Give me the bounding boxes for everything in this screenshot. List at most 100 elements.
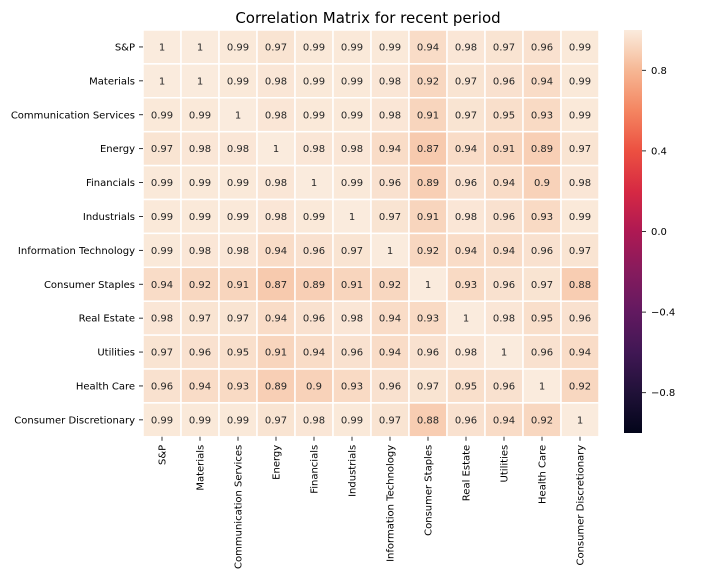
- cell-value-label: 0.96: [569, 314, 591, 325]
- cell-value-label: 0.99: [569, 42, 591, 53]
- cell-value-label: 1: [273, 144, 279, 155]
- heatmap-cell: [332, 198, 372, 235]
- cell-value-label: 0.98: [227, 144, 249, 155]
- cell-value-label: 0.96: [493, 381, 515, 392]
- heatmap-cell: [294, 97, 334, 133]
- heatmap-cell: [218, 232, 258, 269]
- heatmap-cell: [560, 130, 600, 167]
- heatmap-cell: [560, 198, 600, 235]
- cell-value-label: 0.94: [493, 415, 515, 426]
- heatmap-cell: [484, 402, 524, 438]
- cell-value-label: 0.97: [227, 314, 249, 325]
- cell-value-label: 0.95: [455, 381, 477, 392]
- cell-value-label: 0.99: [189, 415, 211, 426]
- x-tick-label: Real Estate: [462, 445, 473, 501]
- cell-value-label: 0.99: [341, 415, 363, 426]
- cell-value-label: 0.99: [151, 212, 173, 223]
- heatmap-cell: [218, 164, 258, 201]
- cell-value-label: 0.99: [227, 212, 249, 223]
- heatmap-cell: [370, 368, 410, 404]
- cell-value-label: 0.93: [531, 110, 553, 121]
- cell-value-label: 0.96: [303, 246, 325, 257]
- cell-value-label: 0.94: [493, 246, 515, 257]
- colorbar: 0.8 0.4 0.0 −0.4 −0.8: [624, 30, 675, 433]
- cell-value-label: 0.96: [455, 178, 477, 189]
- cell-value-label: 0.98: [303, 144, 325, 155]
- heatmap-cell: [180, 164, 220, 201]
- cell-value-label: 0.93: [341, 381, 363, 392]
- cell-value-label: 0.92: [569, 381, 591, 392]
- cell-value-label: 0.99: [341, 42, 363, 53]
- cell-value-label: 0.95: [493, 110, 515, 121]
- y-tick-label: Information Technology: [18, 246, 135, 257]
- cell-value-label: 0.97: [151, 348, 173, 359]
- cell-value-label: 0.99: [341, 178, 363, 189]
- heatmap-cell: [256, 198, 296, 235]
- cell-value-label: 0.99: [227, 415, 249, 426]
- cell-value-label: 0.91: [417, 110, 439, 121]
- cell-value-label: 0.99: [303, 76, 325, 87]
- heatmap-cell: [484, 130, 524, 167]
- cell-value-label: 0.94: [455, 246, 477, 257]
- heatmap-cell: [294, 164, 334, 201]
- heatmap-cell: [332, 164, 372, 201]
- cell-value-label: 0.97: [341, 246, 363, 257]
- cell-value-label: 1: [577, 415, 583, 426]
- heatmap-cell: [560, 63, 600, 99]
- cell-value-label: 0.99: [151, 178, 173, 189]
- cell-value-label: 0.96: [151, 381, 173, 392]
- heatmap-cell: [180, 300, 220, 336]
- x-tick-label: Consumer Staples: [424, 445, 435, 536]
- cell-value-label: 0.99: [569, 110, 591, 121]
- cell-value-label: 0.96: [379, 178, 401, 189]
- x-tick-label: Communication Services: [234, 445, 245, 569]
- heatmap-cell: [256, 63, 296, 99]
- cell-value-label: 0.91: [265, 348, 287, 359]
- cell-value-label: 1: [159, 42, 165, 53]
- heatmap-cell: [142, 266, 182, 302]
- cell-value-label: 0.94: [493, 178, 515, 189]
- cell-value-label: 1: [235, 110, 241, 121]
- cell-value-label: 0.99: [569, 76, 591, 87]
- heatmap-cell: [408, 300, 448, 336]
- heatmap-cell: [484, 232, 524, 269]
- cell-value-label: 0.98: [455, 212, 477, 223]
- colorbar-tick-label: −0.4: [651, 308, 675, 319]
- cell-value-label: 0.99: [189, 212, 211, 223]
- cell-value-label: 0.93: [455, 280, 477, 291]
- cell-value-label: 0.98: [569, 178, 591, 189]
- cell-value-label: 0.97: [569, 144, 591, 155]
- heatmap-cell: [408, 198, 448, 235]
- x-tick-label: Utilities: [500, 445, 511, 483]
- x-tick-label: Financials: [310, 445, 321, 494]
- cell-value-label: 0.9: [534, 178, 550, 189]
- cell-value-label: 0.98: [455, 348, 477, 359]
- heatmap-cell: [370, 232, 410, 269]
- x-axis-labels: S&P Materials Communication Services Energy…: [158, 436, 587, 569]
- cell-value-label: 0.95: [227, 348, 249, 359]
- cell-value-label: 0.96: [531, 246, 553, 257]
- cell-value-label: 0.87: [417, 144, 439, 155]
- cell-value-label: 0.96: [493, 280, 515, 291]
- x-tick-label: Industrials: [348, 445, 359, 497]
- heatmap-cell: [560, 97, 600, 133]
- heatmap-cell: [370, 198, 410, 235]
- cell-value-label: 0.94: [455, 144, 477, 155]
- cell-value-label: 0.96: [303, 314, 325, 325]
- cell-value-label: 0.87: [265, 280, 287, 291]
- heatmap-cell: [522, 164, 562, 201]
- cell-value-label: 0.99: [227, 42, 249, 53]
- heatmap-cell: [180, 334, 220, 370]
- heatmap-cell: [522, 63, 562, 99]
- y-tick-label: Health Care: [76, 381, 135, 392]
- heatmap-cell: [180, 368, 220, 404]
- cell-value-label: 0.96: [531, 348, 553, 359]
- x-tick-label: Materials: [196, 445, 207, 491]
- heatmap-cell: [332, 29, 372, 65]
- cell-value-label: 0.92: [417, 76, 439, 87]
- cell-value-label: 0.97: [455, 110, 477, 121]
- heatmap-cell: [408, 164, 448, 201]
- cell-value-label: 0.93: [417, 314, 439, 325]
- cell-value-label: 0.9: [306, 381, 322, 392]
- cell-value-label: 0.89: [265, 381, 287, 392]
